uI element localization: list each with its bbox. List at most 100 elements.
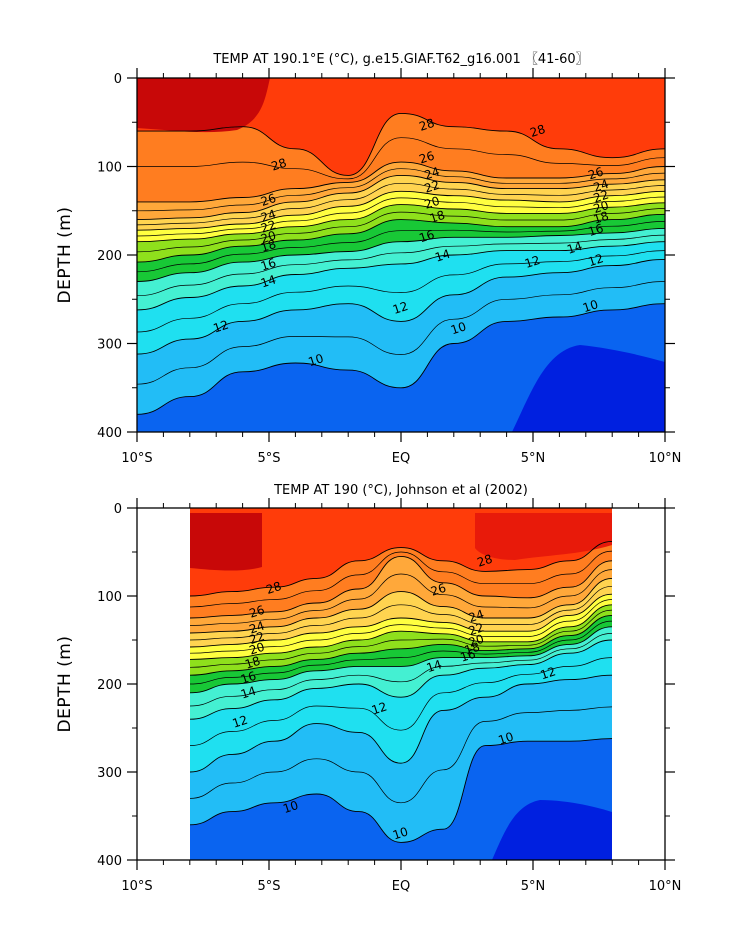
contour-label: 24 [259,207,278,225]
contour-label: 12 [523,253,542,271]
contour-label: 26 [586,164,605,182]
x-tick-label: 5°N [521,879,546,894]
y-tick-label: 100 [97,161,122,176]
contour-label: 26 [247,603,266,621]
isotherm-line [189,626,613,694]
contour-band [137,78,665,176]
contour-label: 22 [247,629,266,647]
contour-label: 20 [423,194,442,212]
contour-band [137,162,665,220]
isotherm-line [137,174,665,221]
y-tick-label: 400 [97,854,122,869]
contour-band [190,626,612,720]
y-tick-label: 0 [114,72,122,87]
isotherm-line [137,234,665,297]
contour-label: 16 [259,256,278,274]
y-tick-label: 400 [97,426,122,441]
isotherm-line [137,208,665,253]
top-cold-core-right [512,345,665,432]
contour-label: 16 [239,669,258,687]
contour-label: 24 [423,164,442,182]
y-tick-label: 300 [97,338,122,353]
contour-label: 10 [581,297,600,315]
isotherm-line [189,604,613,660]
contour-label: 12 [391,299,410,317]
isotherm-line [137,190,665,231]
isotherm-line [189,609,613,668]
contour-label: 12 [586,251,605,269]
contour-label: 20 [467,632,486,650]
contour-label: 20 [259,228,278,246]
isotherm-line [189,599,613,654]
contour-band [137,214,665,282]
isotherm-line [137,168,665,212]
top-contour-fills [137,78,665,432]
contour-label: 28 [264,579,283,597]
contour-band [137,175,665,231]
isotherm-line [137,303,665,415]
contour-label: 18 [243,654,262,672]
contour-label: 14 [565,239,584,257]
bottom-warm-pool-left [190,513,262,571]
top-warm-pool-left [137,78,270,133]
contour-label: 18 [592,209,611,227]
x-tick-label: 5°S [257,879,280,894]
isotherm-line [189,550,613,608]
isotherm-line [189,639,613,720]
isotherm-line [189,706,613,804]
y-tick-label: 300 [97,766,122,781]
contour-band [190,615,612,693]
contour-label: 12 [370,699,389,717]
contour-band [190,640,612,772]
isotherm-line [137,221,665,273]
isotherm-line [189,633,613,707]
contour-label: 10 [496,729,515,747]
x-tick-label: 10°S [121,451,152,466]
bottom-ylabel: DEPTH (m) [55,636,75,733]
bottom-y-axis: 0 100 200 300 400 [97,502,675,869]
x-tick-label: 10°N [649,451,682,466]
contour-label: 22 [423,178,442,196]
contour-label: 10 [449,319,468,337]
contour-band [137,191,665,242]
contour-label: 18 [259,237,278,255]
contour-band [137,259,665,415]
contour-band [137,113,665,202]
isotherm-line [137,202,665,243]
x-tick-label: 10°S [121,879,152,894]
contour-band [137,241,665,355]
isotherm-line [189,593,613,648]
contour-label: 18 [428,208,447,226]
contour-label: 22 [467,620,486,638]
isotherm-line [137,112,665,176]
contour-band [190,556,612,633]
panel-top: TEMP AT 190.1°E (°C), g.e15.GIAF.T62_g16… [55,52,681,466]
isotherm-line [137,250,665,333]
contour-label: 26 [417,148,436,166]
contour-label: 28 [475,552,494,570]
y-tick-label: 100 [97,590,122,605]
contour-label: 18 [463,640,482,658]
isotherm-line [189,540,613,597]
contour-label: 20 [592,198,611,216]
contour-label: 14 [259,272,278,290]
isotherm-line [189,555,613,619]
isotherm-line [137,258,665,355]
contour-label: 12 [211,318,230,336]
isotherm-line [137,281,665,385]
isotherm-line [189,657,613,746]
top-x-axis: 10°S 5°S EQ 5°N 10°N [121,68,681,466]
isotherm-line [189,614,613,676]
contour-label: 20 [247,640,266,658]
y-tick-label: 200 [97,249,122,264]
contour-label: 12 [539,664,558,682]
panel-bottom: TEMP AT 190 (°C), Johnson et al (2002) 2… [55,483,681,894]
x-tick-label: EQ [392,451,410,466]
contour-label: 14 [433,247,452,265]
contour-label: 12 [231,713,250,731]
contour-label: 24 [467,607,486,625]
bottom-cold-core-right [492,800,612,860]
